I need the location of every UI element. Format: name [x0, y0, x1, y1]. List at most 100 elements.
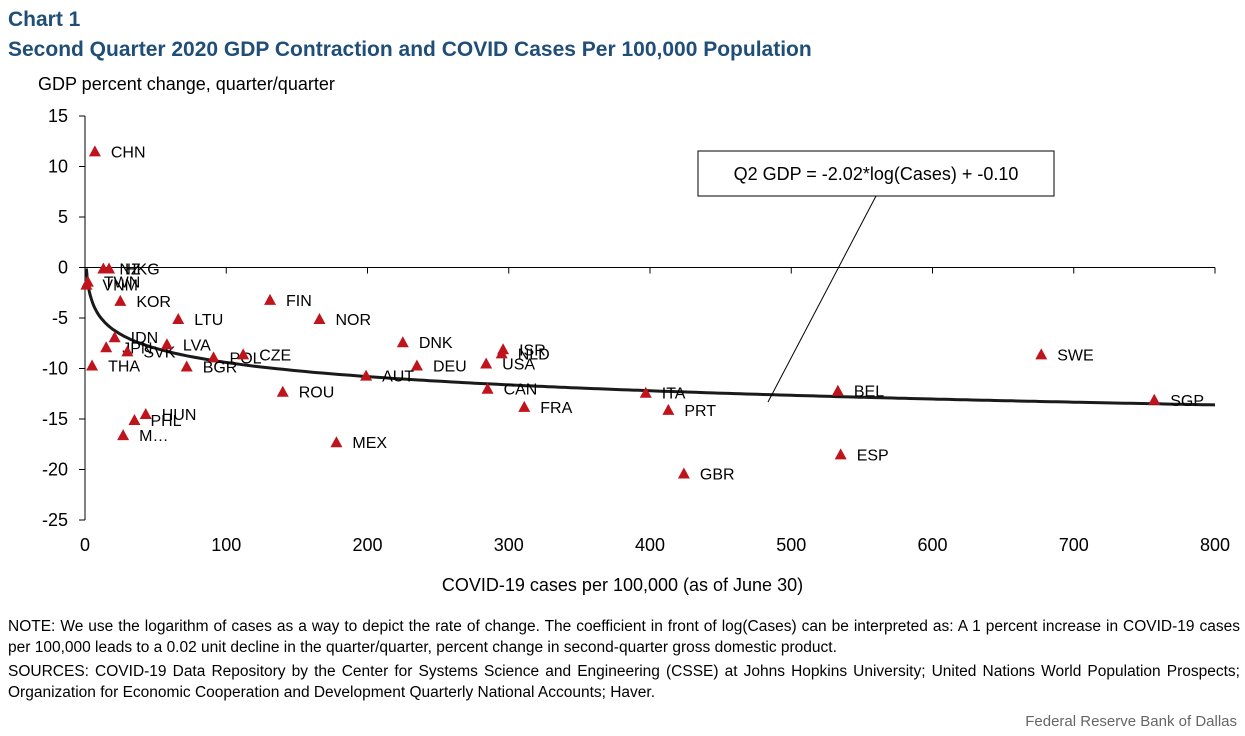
data-point-marker [264, 293, 277, 305]
credit-text: Federal Reserve Bank of Dallas [1025, 713, 1237, 730]
data-point-marker [662, 403, 675, 415]
data-point-marker [121, 345, 134, 357]
data-point-label: NZ [119, 262, 141, 279]
data-point-label: TWN [104, 275, 140, 292]
note-text: NOTE: We use the logarithm of cases as a… [8, 618, 1240, 656]
data-point-label: ROU [299, 385, 335, 402]
data-point-marker [139, 407, 152, 419]
y-tick-label: -25 [42, 510, 68, 530]
data-point-label: USA [502, 356, 535, 373]
data-point-label: PHL [150, 413, 181, 430]
x-axis-title: COVID-19 cases per 100,000 (as of June 3… [441, 575, 804, 595]
data-point-marker [396, 336, 409, 348]
data-point-marker [86, 359, 99, 371]
x-tick-label: 200 [352, 535, 382, 555]
data-point-label: AUT [382, 369, 414, 386]
data-point-marker [360, 369, 373, 381]
x-tick-label: 600 [917, 535, 947, 555]
data-point-marker [180, 360, 193, 372]
callout-leader-line [767, 195, 877, 403]
data-point-marker [677, 467, 690, 479]
data-point-marker [100, 341, 113, 353]
data-point-marker [330, 436, 343, 448]
data-point-marker [114, 294, 127, 306]
data-point-marker [834, 448, 847, 460]
y-tick-label: 0 [58, 258, 68, 278]
data-point-label: BEL [854, 384, 884, 401]
data-point-marker [480, 357, 493, 369]
data-point-label: M… [139, 428, 168, 445]
data-point-label: DEU [433, 358, 467, 375]
data-point-label: GBR [700, 467, 735, 484]
data-point-label: CAN [504, 382, 538, 399]
data-point-label: VNM [102, 278, 138, 295]
y-tick-label: -10 [42, 359, 68, 379]
data-point-marker [80, 278, 93, 290]
data-point-label: CZE [259, 347, 291, 364]
axes: 15 10 5 0 -5 -10 -15 -20 -25 0 100 200 300 400 500 600 7… [42, 106, 1230, 555]
x-tick-label: 0 [80, 535, 90, 555]
x-tick-label: 400 [635, 535, 665, 555]
data-point-label: ISR [519, 342, 546, 359]
data-point-marker [88, 145, 101, 157]
y-axis-title: GDP percent change, quarter/quarter [38, 74, 335, 94]
data-point-label: NLD [518, 346, 550, 363]
equation-box [697, 150, 1055, 197]
data-point-label: LVA [183, 337, 211, 354]
data-point-label: FIN [286, 293, 312, 310]
y-tick-label: 10 [48, 157, 68, 177]
data-point-marker [1148, 393, 1161, 405]
data-point-label: PRT [684, 403, 716, 420]
data-point-label: SWE [1057, 347, 1093, 364]
data-point-marker [639, 386, 652, 398]
data-point-marker [103, 262, 116, 274]
x-tick-label: 500 [776, 535, 806, 555]
data-point-label: SGP [1170, 393, 1204, 410]
data-point-marker [1035, 348, 1048, 360]
data-point-marker [207, 351, 220, 363]
data-point-marker [518, 400, 531, 412]
data-point-marker [313, 313, 326, 325]
trendline-group [84, 268, 1216, 407]
data-point-marker [481, 382, 494, 394]
data-point-label: THA [108, 358, 140, 375]
data-point-marker [160, 338, 173, 350]
y-tick-label: -20 [42, 460, 68, 480]
data-point-marker [172, 313, 185, 325]
data-point-label: FRA [540, 400, 572, 417]
sources-text: SOURCES: COVID-19 Data Repository by the… [8, 663, 1240, 701]
data-point-label: NOR [335, 312, 371, 329]
equation-callout: Q2 GDP = -2.02*log(Cases) + -0.10 [697, 150, 1055, 403]
x-tick-label: 300 [494, 535, 524, 555]
data-point-label: ITA [662, 386, 686, 403]
data-point-marker [831, 384, 844, 396]
y-tick-label: -5 [52, 308, 68, 328]
data-point-label: KOR [136, 294, 171, 311]
chart-title: Second Quarter 2020 GDP Contraction and … [8, 38, 812, 61]
x-tick-label: 100 [211, 535, 241, 555]
data-point-label: LTU [194, 312, 223, 329]
data-point-label: HUN [162, 407, 197, 424]
scatter-plot: 15 10 5 0 -5 -10 -15 -20 -25 0 100 200 300 400 500 600 7… [42, 106, 1230, 555]
trendline [84, 268, 1216, 407]
data-point-label: CHN [111, 144, 146, 161]
data-point-label: BGR [203, 359, 238, 376]
data-point-marker [237, 348, 250, 360]
data-point-marker [495, 347, 508, 359]
data-points: CHNNZHKGTWNVNMKORIDNJPNSVKTHALTULVAPOLBG… [80, 144, 1204, 484]
data-point-marker [276, 385, 289, 397]
y-tick-label: 15 [48, 106, 68, 126]
data-point-marker [117, 429, 130, 441]
data-point-marker [128, 414, 141, 426]
data-point-marker [410, 359, 423, 371]
data-point-label: ESP [857, 447, 889, 464]
equation-label: Q2 GDP = -2.02*log(Cases) + -0.10 [734, 164, 1019, 184]
data-point-label: MEX [352, 435, 387, 452]
data-point-label: HKG [125, 262, 160, 279]
data-point-marker [108, 331, 121, 343]
chart-number: Chart 1 [8, 8, 81, 31]
y-tick-label: -15 [42, 409, 68, 429]
y-tick-label: 5 [58, 207, 68, 227]
data-point-label: IDN [131, 330, 159, 347]
x-tick-label: 700 [1059, 535, 1089, 555]
